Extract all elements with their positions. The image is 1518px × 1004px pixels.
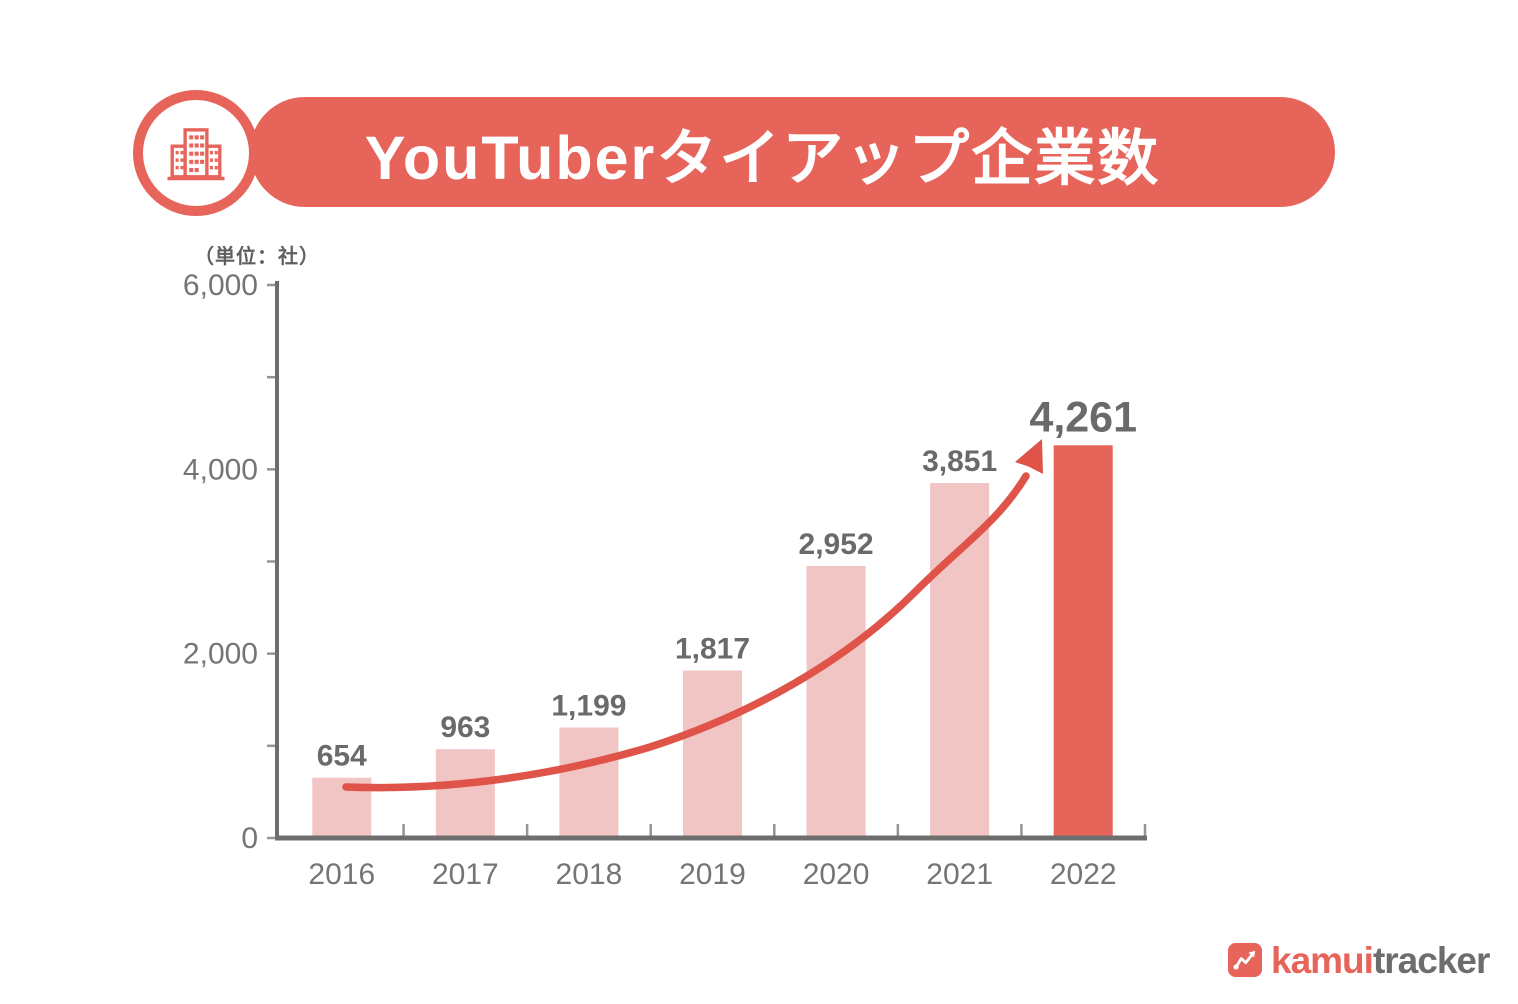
title-banner: YouTuberタイアップ企業数	[250, 97, 1335, 207]
building-icon	[167, 128, 225, 181]
x-axis-label: 2018	[556, 858, 623, 891]
x-axis-label: 2019	[679, 858, 746, 891]
unit-label: （単位：社）	[194, 246, 320, 268]
x-axis-label: 2016	[308, 858, 375, 891]
x-axis-label: 2021	[926, 858, 993, 891]
bar-2022	[1053, 445, 1113, 836]
page-title: YouTuberタイアップ企業数	[364, 123, 1161, 192]
y-axis-label: 0	[241, 822, 258, 855]
building-icon-badge	[133, 90, 259, 216]
bar-2020	[806, 565, 866, 836]
bar-value-label: 1,817	[675, 633, 750, 666]
bar-2021	[930, 483, 990, 836]
x-axis-label: 2022	[1050, 858, 1117, 891]
bar-value-label: 654	[317, 740, 367, 773]
bar-2018	[559, 727, 619, 836]
growth-arrowhead	[1015, 439, 1043, 474]
y-axis-label: 4,000	[183, 453, 258, 486]
kamuitracker-logo: kamuitracker	[1228, 939, 1490, 981]
x-axis-label: 2017	[432, 858, 499, 891]
growth-curve	[342, 472, 1030, 792]
logo-text-kamui: kamui	[1271, 939, 1374, 981]
bar-value-label: 2,952	[799, 528, 874, 561]
y-axis-label: 6,000	[183, 269, 258, 302]
bar-value-label: 4,261	[1029, 393, 1137, 441]
x-axis-label: 2020	[803, 858, 870, 891]
bar-2019	[683, 670, 742, 836]
bar-value-label: 963	[440, 711, 490, 744]
kamuitracker-logo-icon	[1228, 943, 1262, 977]
bar-2017	[435, 749, 495, 836]
bar-value-label: 3,851	[922, 445, 997, 478]
bar-value-label: 1,199	[551, 689, 626, 722]
logo-text-tracker: tracker	[1372, 939, 1490, 981]
logo-word-group: kamuitracker	[1271, 939, 1490, 981]
bar-chart: 0 2,000 4,000 6,000 654 2016 963 2017 1,199 2018 1…	[183, 269, 1147, 891]
y-axis-label: 2,000	[183, 638, 258, 671]
